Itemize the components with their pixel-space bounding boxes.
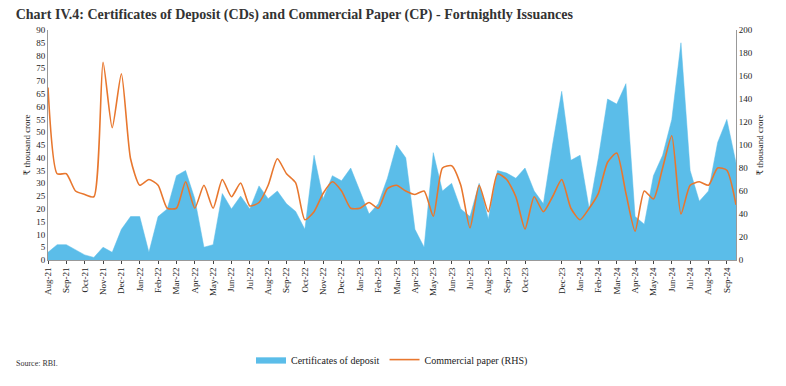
svg-text:60: 60	[36, 102, 46, 112]
svg-text:Dec-22: Dec-22	[336, 268, 346, 295]
svg-text:Oct-21: Oct-21	[80, 268, 90, 293]
svg-text:Jan-22: Jan-22	[135, 268, 145, 292]
svg-text:May-24: May-24	[648, 267, 658, 296]
svg-text:Aug-22: Aug-22	[263, 268, 273, 296]
svg-text:Feb-24: Feb-24	[593, 267, 603, 293]
svg-text:55: 55	[36, 115, 46, 125]
svg-text:Apr-23: Apr-23	[410, 267, 420, 293]
svg-text:65: 65	[36, 89, 46, 99]
svg-text:5: 5	[41, 242, 46, 252]
svg-text:35: 35	[36, 166, 46, 176]
svg-text:25: 25	[36, 191, 46, 201]
svg-text:160: 160	[739, 71, 753, 81]
svg-text:40: 40	[36, 153, 46, 163]
svg-text:Jun-23: Jun-23	[447, 267, 457, 292]
svg-text:20: 20	[739, 232, 749, 242]
svg-text:10: 10	[36, 230, 46, 240]
svg-text:Apr-24: Apr-24	[630, 267, 640, 293]
svg-text:50: 50	[36, 127, 46, 137]
svg-text:Sep-23: Sep-23	[502, 267, 512, 293]
svg-text:Jun-24: Jun-24	[667, 267, 677, 292]
svg-text:Apr-22: Apr-22	[190, 268, 200, 294]
svg-text:80: 80	[739, 163, 749, 173]
svg-text:200: 200	[739, 25, 753, 35]
svg-text:Nov-21: Nov-21	[98, 268, 108, 296]
svg-text:May-23: May-23	[428, 267, 438, 296]
svg-text:0: 0	[41, 255, 46, 265]
svg-text:Oct-23: Oct-23	[520, 267, 530, 292]
svg-text:Jan-23: Jan-23	[355, 267, 365, 291]
svg-text:20: 20	[36, 204, 46, 214]
svg-text:May-22: May-22	[208, 268, 218, 297]
svg-text:Sep-24: Sep-24	[722, 267, 732, 293]
svg-text:Aug-24: Aug-24	[703, 267, 713, 295]
svg-text:Dec-23: Dec-23	[557, 267, 567, 294]
svg-text:Mar-24: Mar-24	[612, 267, 622, 294]
svg-text:₹ thousand crore: ₹ thousand crore	[755, 114, 765, 175]
svg-text:75: 75	[36, 63, 46, 73]
svg-text:140: 140	[739, 94, 753, 104]
svg-text:Jul-24: Jul-24	[685, 267, 695, 290]
svg-text:Nov-22: Nov-22	[318, 268, 328, 296]
svg-text:30: 30	[36, 178, 46, 188]
svg-text:Mar-22: Mar-22	[171, 268, 181, 295]
svg-text:Chart IV.4: Certificates of De: Chart IV.4: Certificates of Deposit (CDs…	[16, 7, 574, 23]
svg-text:Aug-23: Aug-23	[483, 267, 493, 295]
svg-text:Feb-23: Feb-23	[373, 267, 383, 293]
svg-text:Feb-22: Feb-22	[153, 268, 163, 294]
svg-text:Sep-22: Sep-22	[281, 268, 291, 294]
svg-text:60: 60	[739, 186, 749, 196]
svg-text:90: 90	[36, 25, 46, 35]
svg-text:Dec-21: Dec-21	[116, 268, 126, 295]
svg-text:Sep-21: Sep-21	[61, 268, 71, 294]
svg-text:100: 100	[739, 140, 753, 150]
svg-text:0: 0	[739, 255, 744, 265]
svg-text:Source: RBI.: Source: RBI.	[16, 359, 58, 368]
svg-text:120: 120	[739, 117, 753, 127]
svg-text:Aug-21: Aug-21	[43, 268, 53, 296]
svg-text:Jul-22: Jul-22	[245, 268, 255, 291]
svg-text:85: 85	[36, 38, 46, 48]
svg-text:15: 15	[36, 217, 46, 227]
svg-text:45: 45	[36, 140, 46, 150]
svg-text:70: 70	[36, 76, 46, 86]
svg-text:₹ thousand crore: ₹ thousand crore	[22, 114, 32, 175]
svg-text:Certificates of deposit: Certificates of deposit	[291, 355, 380, 366]
svg-text:Jul-23: Jul-23	[465, 267, 475, 290]
svg-text:80: 80	[36, 51, 46, 61]
svg-text:Jun-22: Jun-22	[226, 268, 236, 293]
svg-text:180: 180	[739, 48, 753, 58]
svg-text:Oct-22: Oct-22	[300, 268, 310, 293]
svg-text:40: 40	[739, 209, 749, 219]
svg-text:Commercial paper (RHS): Commercial paper (RHS)	[425, 355, 528, 367]
svg-text:Mar-23: Mar-23	[392, 267, 402, 294]
svg-text:Jan-24: Jan-24	[575, 267, 585, 291]
